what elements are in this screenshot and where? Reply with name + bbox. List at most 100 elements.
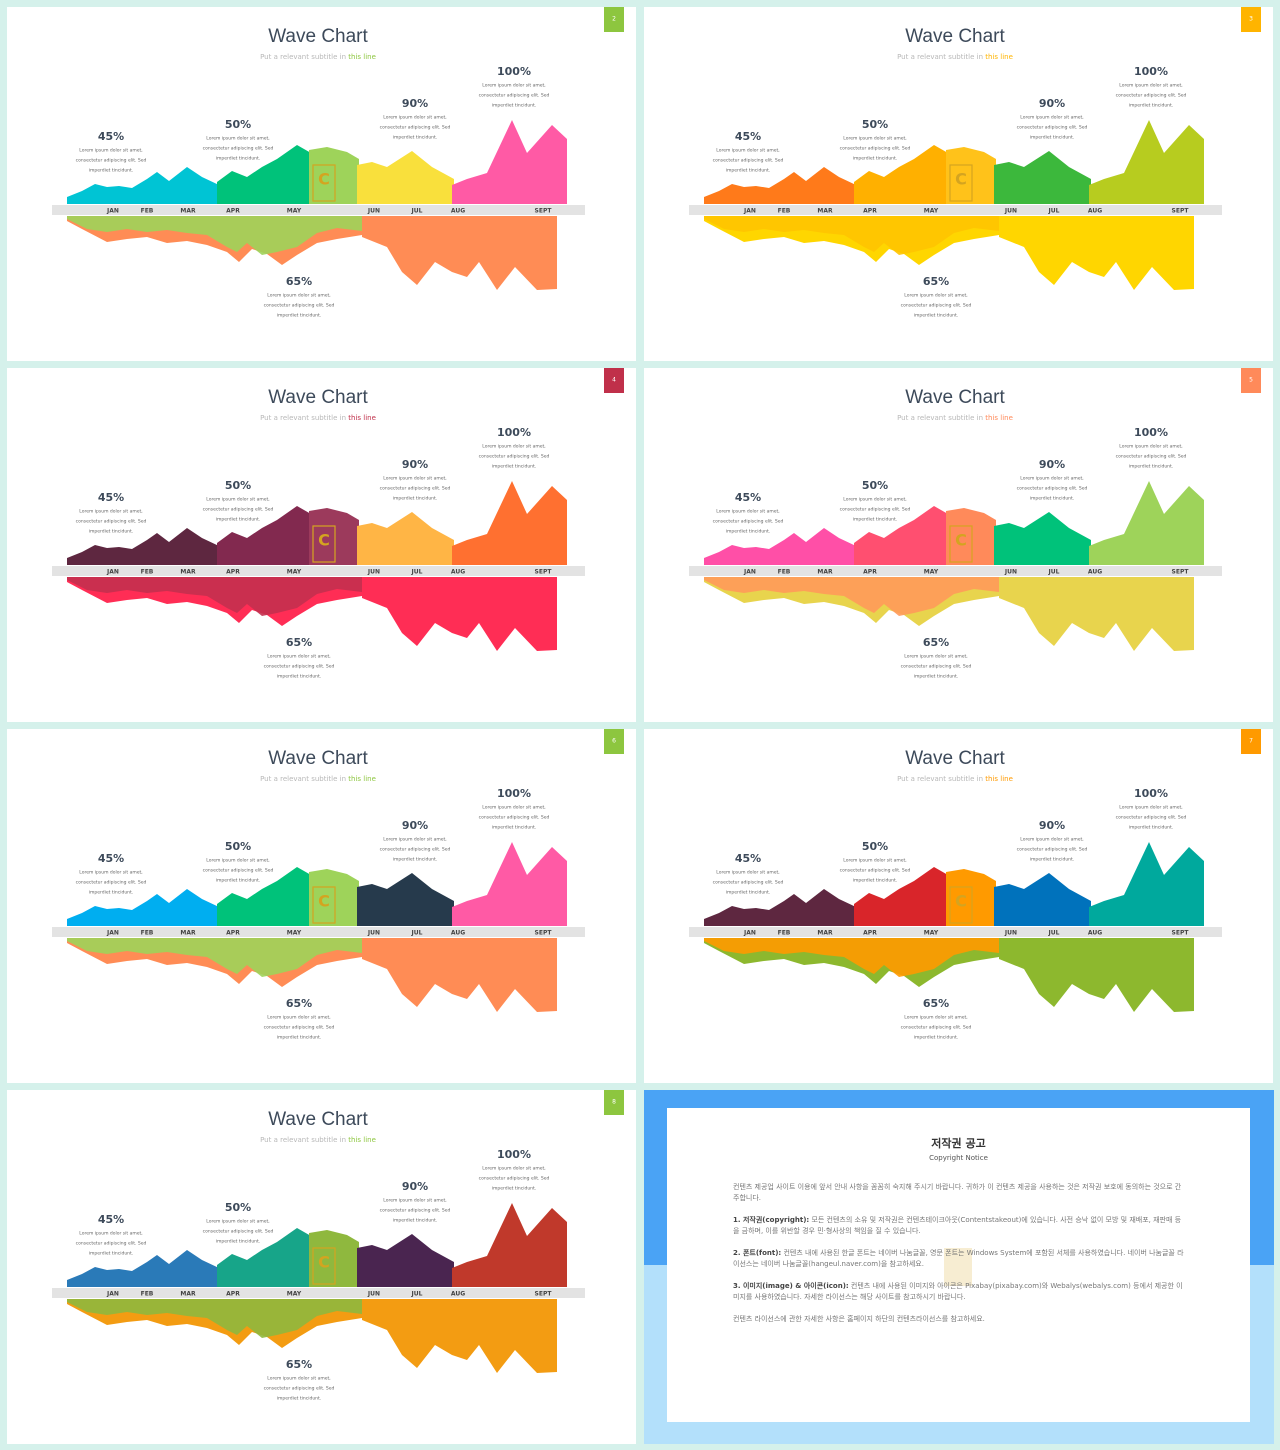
percent-label: 50% (862, 118, 888, 131)
wave-top (704, 528, 856, 565)
month-label: SEPT (535, 569, 553, 576)
lorem-line: imperdiet tincidunt. (393, 857, 437, 863)
notice-subtitle: Copyright Notice (929, 1154, 988, 1162)
month-label: AUG (451, 930, 465, 937)
lorem-line: consectetur adipiscing elit. Sed (840, 146, 911, 152)
lorem-line: Lorem ipsum dolor sit amet, (843, 136, 906, 142)
lorem-line: consectetur adipiscing elit. Sed (479, 815, 550, 821)
logo: C (955, 170, 967, 189)
wave-top (994, 151, 1091, 204)
page-number: 4 (612, 377, 616, 384)
lorem-line: Lorem ipsum dolor sit amet, (716, 870, 779, 876)
month-label: JAN (743, 208, 756, 215)
lorem-line: Lorem ipsum dolor sit amet, (79, 509, 142, 515)
logo: C (955, 892, 967, 911)
month-label: FEB (778, 569, 791, 576)
subtitle-highlight: this line (985, 414, 1013, 422)
wave-bottom-front (67, 938, 362, 977)
lorem-line: consectetur adipiscing elit. Sed (76, 1241, 147, 1247)
month-label: AUG (451, 569, 465, 576)
month-label: MAY (287, 930, 302, 937)
lorem-line: consectetur adipiscing elit. Sed (380, 1208, 451, 1214)
wave-top (994, 512, 1091, 565)
month-label: MAY (287, 569, 302, 576)
lorem-line: consectetur adipiscing elit. Sed (380, 847, 451, 853)
logo: C (318, 892, 330, 911)
wave-top (994, 873, 1091, 926)
month-label: JUL (1048, 208, 1060, 215)
wave-top (1089, 842, 1204, 926)
lorem-line: consectetur adipiscing elit. Sed (1116, 454, 1187, 460)
month-label: FEB (141, 569, 154, 576)
notice: 저작권 공고 Copyright Notice 컨텐츠 제공업 사이트 이용에 … (667, 1108, 1250, 1422)
page-badge (604, 7, 624, 32)
wave-bottom-front (67, 216, 362, 255)
lorem-line: imperdiet tincidunt. (393, 1218, 437, 1224)
wave-top (1089, 120, 1204, 204)
lorem-line: consectetur adipiscing elit. Sed (76, 519, 147, 525)
notice-footer: 컨텐츠 라이선스에 관한 자세한 사항은 홈페이지 하단의 컨텐츠라이선스를 참… (733, 1315, 985, 1323)
item-text: 컨텐츠 내에 사용된 한글 폰트는 네이버 나눔글꼴, 영문 폰트는 Windo… (733, 1249, 1184, 1268)
month-label: AUG (1088, 569, 1102, 576)
month-label: FEB (141, 208, 154, 215)
percent-label: 100% (1134, 426, 1168, 439)
month-label: JUN (1004, 569, 1017, 576)
percent-label: 65% (286, 1358, 312, 1371)
notice-intro: 컨텐츠 제공업 사이트 이용에 앞서 안내 사항을 꼼꼼히 숙지해 주시기 바랍… (733, 1183, 1182, 1202)
percent-label: 100% (1134, 65, 1168, 78)
month-label: MAR (817, 569, 833, 576)
lorem-line: imperdiet tincidunt. (492, 103, 536, 109)
percent-label: 45% (735, 852, 761, 865)
lorem-line: Lorem ipsum dolor sit amet, (383, 115, 446, 121)
lorem-line: imperdiet tincidunt. (277, 674, 321, 680)
lorem-line: consectetur adipiscing elit. Sed (264, 1386, 335, 1392)
month-label: MAR (180, 208, 196, 215)
wave-top (357, 873, 454, 926)
percent-label: 90% (1039, 97, 1065, 110)
lorem-line: consectetur adipiscing elit. Sed (1017, 847, 1088, 853)
month-label: SEPT (1172, 930, 1190, 937)
lorem-line: Lorem ipsum dolor sit amet, (482, 1166, 545, 1172)
wave-top (854, 506, 948, 565)
subtitle-highlight: this line (348, 775, 376, 783)
item-label: 3. 이미지(image) & 아이콘(icon): (733, 1282, 849, 1290)
lorem-line: imperdiet tincidunt. (1129, 825, 1173, 831)
lorem-line: consectetur adipiscing elit. Sed (76, 880, 147, 886)
lorem-line: Lorem ipsum dolor sit amet, (383, 1198, 446, 1204)
percent-label: 65% (286, 275, 312, 288)
notice-item: 1. 저작권(copyright): 모든 컨텐츠의 소유 및 저작권은 컨텐츠… (733, 1215, 1184, 1237)
lorem-line: Lorem ipsum dolor sit amet, (206, 136, 269, 142)
subtitle-highlight: this line (985, 53, 1013, 61)
percent-label: 50% (862, 840, 888, 853)
slide: 4 Wave Chart Put a relevant subtitle in th… (7, 368, 636, 722)
page-number: 5 (1249, 377, 1253, 384)
month-label: JUL (1048, 569, 1060, 576)
subtitle-highlight: this line (348, 53, 376, 61)
notice-item: 3. 이미지(image) & 아이콘(icon): 컨텐츠 내에 사용된 이미… (733, 1281, 1184, 1303)
lorem-line: imperdiet tincidunt. (726, 168, 770, 174)
lorem-line: imperdiet tincidunt. (216, 156, 260, 162)
page-badge (604, 368, 624, 393)
lorem-line: Lorem ipsum dolor sit amet, (267, 654, 330, 660)
slide: 6 Wave Chart Put a relevant subtitle in th… (7, 729, 636, 1083)
lorem-line: Lorem ipsum dolor sit amet, (843, 858, 906, 864)
lorem-line: imperdiet tincidunt. (853, 156, 897, 162)
title: Wave Chart (268, 1109, 368, 1130)
axis-band (52, 566, 585, 576)
wave-top (217, 506, 311, 565)
lorem-line: imperdiet tincidunt. (492, 464, 536, 470)
month-label: MAR (180, 569, 196, 576)
lorem-line: imperdiet tincidunt. (277, 1035, 321, 1041)
month-label: APR (863, 930, 877, 937)
lorem-line: consectetur adipiscing elit. Sed (264, 1025, 335, 1031)
slide: 2 Wave Chart Put a relevant subtitle in th… (7, 7, 636, 361)
title: Wave Chart (268, 748, 368, 769)
notice-item: 2. 폰트(font): 컨텐츠 내에 사용된 한글 폰트는 네이버 나눔글꼴,… (733, 1248, 1184, 1270)
logo: C (318, 170, 330, 189)
month-label: JAN (743, 569, 756, 576)
title: Wave Chart (905, 26, 1005, 47)
month-label: AUG (451, 208, 465, 215)
item-label: 1. 저작권(copyright): (733, 1216, 810, 1224)
lorem-line: Lorem ipsum dolor sit amet, (482, 83, 545, 89)
lorem-line: consectetur adipiscing elit. Sed (380, 486, 451, 492)
